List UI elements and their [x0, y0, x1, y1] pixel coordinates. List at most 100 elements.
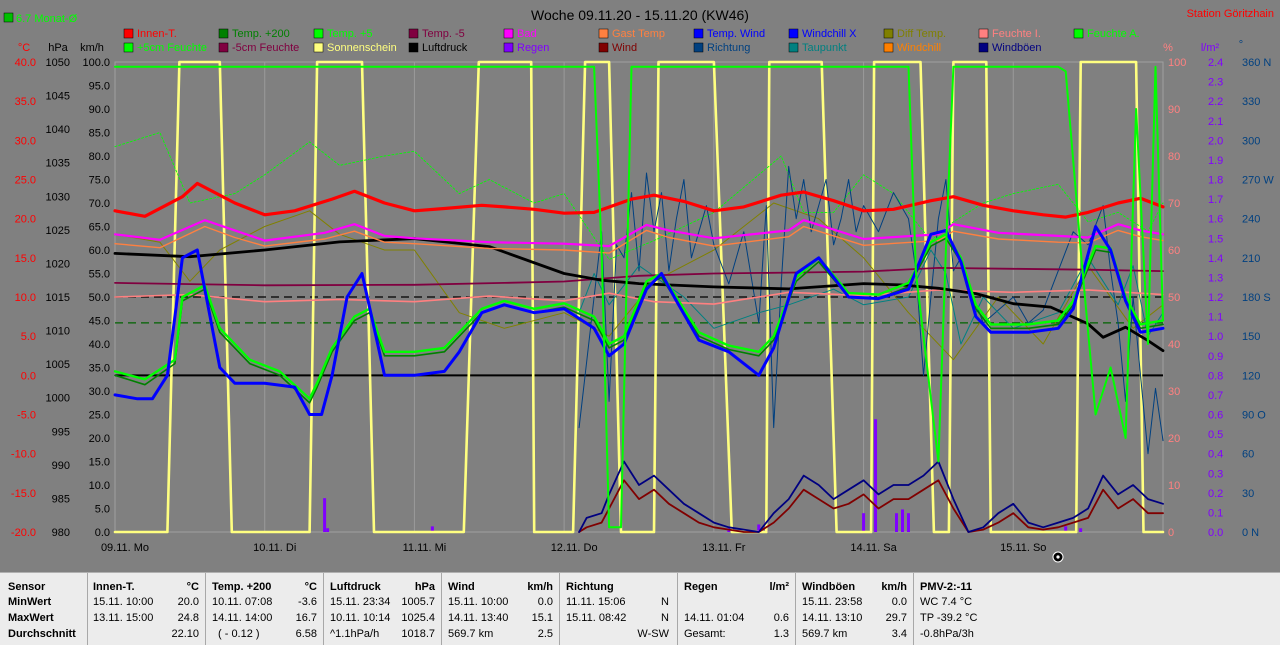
legend-item-regen[interactable]: Regen — [503, 42, 549, 54]
legend-item-bad[interactable]: Bad — [503, 28, 537, 40]
direction-tick-label: 30 — [1242, 488, 1254, 500]
stats-min-value: 0.0 — [891, 596, 907, 608]
legend-item-innen-t[interactable]: Innen-T. — [123, 28, 177, 40]
rain-tick-label: 1.0 — [1208, 331, 1223, 343]
day-label: 14.11. Sa — [850, 542, 897, 554]
legend-item-windb-en[interactable]: Windböen — [978, 42, 1042, 54]
rain-tick-label: 1.7 — [1208, 194, 1223, 206]
series-line-windb-en — [578, 460, 1164, 533]
rain-tick-label: 0.1 — [1208, 507, 1223, 519]
legend-item-temp-200[interactable]: Temp. +200 — [218, 28, 290, 40]
pressure-tick-label: 1010 — [46, 326, 70, 338]
series-line-temp-wind — [113, 225, 1165, 416]
legend-item-temp-5[interactable]: Temp. -5 — [408, 28, 465, 40]
monthly-avg-label: 6.7 Monat-Ø — [16, 13, 78, 25]
series-line-temp-200 — [114, 237, 1164, 404]
legend-item-diff-temp[interactable]: Diff Temp. — [883, 28, 946, 40]
percent-tick-label: 40 — [1168, 339, 1180, 351]
stats-section-temp200: Temp. +200 °C 10.11. 07:08 -3.6 14.11. 1… — [206, 573, 324, 645]
direction-tick-label: 90 O — [1242, 410, 1266, 422]
legend-item-5cm-feuchte[interactable]: -5cm Feuchte — [218, 42, 299, 54]
rain-tick-label: 2.0 — [1208, 135, 1223, 147]
legend-item-feuchte-a[interactable]: Feuchte A. — [1073, 28, 1140, 40]
rain-tick-label: 1.9 — [1208, 155, 1223, 167]
rain-tick-label: 0.4 — [1208, 449, 1223, 461]
unit-rain: l/m² — [1201, 42, 1220, 54]
speed-tick-label: 10.0 — [89, 480, 110, 492]
stats-max-time: 10.11. 10:14 — [330, 612, 391, 624]
stats-unit: km/h — [881, 581, 907, 593]
rain-bar — [900, 509, 904, 532]
stats-max-time: 14.11. 13:40 — [448, 612, 509, 624]
legend-item-gast-temp[interactable]: Gast Temp — [598, 28, 665, 40]
stats-max-time: 13.11. 15:00 — [93, 612, 154, 624]
percent-tick-label: 0 — [1168, 527, 1174, 539]
legend-label: Temp. Wind — [707, 28, 765, 40]
temp-tick-label: 40.0 — [15, 57, 36, 69]
rain-tick-label: 1.3 — [1208, 272, 1223, 284]
pressure-tick-label: 1005 — [46, 359, 70, 371]
rain-bar — [1079, 528, 1083, 532]
pressure-tick-label: 980 — [52, 527, 70, 539]
rain-tick-label: 0.0 — [1208, 527, 1223, 539]
rain-tick-label: 1.4 — [1208, 253, 1223, 265]
direction-tick-label: 120 — [1242, 370, 1260, 382]
percent-tick-label: 20 — [1168, 433, 1180, 445]
legend-item-wind[interactable]: Wind — [598, 42, 637, 54]
rain-tick-label: 0.8 — [1208, 370, 1223, 382]
legend-item-luftdruck[interactable]: Luftdruck — [408, 42, 468, 54]
speed-tick-label: 90.0 — [89, 104, 110, 116]
speed-tick-label: 80.0 — [89, 151, 110, 163]
series-line-temp-5 — [113, 233, 1165, 400]
rain-tick-label: 0.3 — [1208, 468, 1223, 480]
pressure-tick-label: 995 — [52, 426, 70, 438]
pressure-tick-label: 990 — [52, 460, 70, 472]
rain-tick-label: 1.6 — [1208, 214, 1223, 226]
legend-item-windchill[interactable]: Windchill — [883, 42, 941, 54]
stats-avg-value: W-SW — [637, 628, 669, 640]
percent-tick-label: 90 — [1168, 104, 1180, 116]
rain-tick-label: 2.2 — [1208, 96, 1223, 108]
series-line-feuchte-a — [114, 65, 1164, 529]
legend-swatch-icon — [218, 28, 229, 39]
legend-item-sonnenschein[interactable]: Sonnenschein — [313, 42, 397, 54]
temp-tick-label: -10.0 — [11, 449, 36, 461]
pressure-tick-label: 1035 — [46, 158, 70, 170]
rain-bar — [906, 513, 910, 532]
legend-item-5cm-feuchte[interactable]: +5cm Feuchte — [123, 42, 207, 54]
stats-header: Innen-T. — [93, 581, 135, 593]
cursor-marker-dot — [1056, 555, 1060, 559]
stats-section-luftdruck: Luftdruck hPa 15.11. 23:34 1005.7 10.11.… — [324, 573, 442, 645]
legend-item-temp-wind[interactable]: Temp. Wind — [693, 28, 765, 40]
legend-item-taupunkt[interactable]: Taupunkt — [788, 42, 847, 54]
rain-tick-label: 2.3 — [1208, 77, 1223, 89]
stats-label-max: MaxWert — [8, 612, 54, 624]
rain-tick-label: 1.2 — [1208, 292, 1223, 304]
legend-item-feuchte-i[interactable]: Feuchte I. — [978, 28, 1041, 40]
rain-tick-label: 0.6 — [1208, 410, 1223, 422]
rain-bar — [1064, 526, 1068, 532]
temp-tick-label: -15.0 — [11, 488, 36, 500]
stats-header: Regen — [684, 581, 718, 593]
series-line-diff-temp — [114, 202, 1164, 361]
legend-label: Feuchte A. — [1087, 28, 1140, 40]
legend-item-richtung[interactable]: Richtung — [693, 42, 750, 54]
percent-tick-label: 100 — [1168, 57, 1186, 69]
percent-tick-label: 70 — [1168, 198, 1180, 210]
stats-unit: °C — [304, 581, 317, 593]
speed-tick-label: 20.0 — [89, 433, 110, 445]
stats-section-regen: Regen l/m² 14.11. 01:04 0.6 Gesamt: 1.3 — [678, 573, 796, 645]
legend-item-windchill-x[interactable]: Windchill X — [788, 28, 857, 40]
direction-tick-label: 300 — [1242, 135, 1260, 147]
speed-tick-label: 70.0 — [89, 198, 110, 210]
rain-bar — [895, 513, 899, 532]
stats-min-time: 15.11. 10:00 — [448, 596, 509, 608]
legend-label: Regen — [517, 42, 549, 54]
pressure-tick-label: 1040 — [46, 124, 70, 136]
series-line-bad — [113, 219, 1165, 248]
weather-chart: Woche 09.11.20 - 15.11.20 (KW46) Station… — [3, 7, 1275, 563]
legend-item-temp-5[interactable]: Temp. +5 — [313, 28, 373, 40]
rain-tick-label: 0.9 — [1208, 351, 1223, 363]
unit-direction: ° — [1239, 39, 1243, 51]
direction-tick-label: 270 W — [1242, 175, 1274, 187]
